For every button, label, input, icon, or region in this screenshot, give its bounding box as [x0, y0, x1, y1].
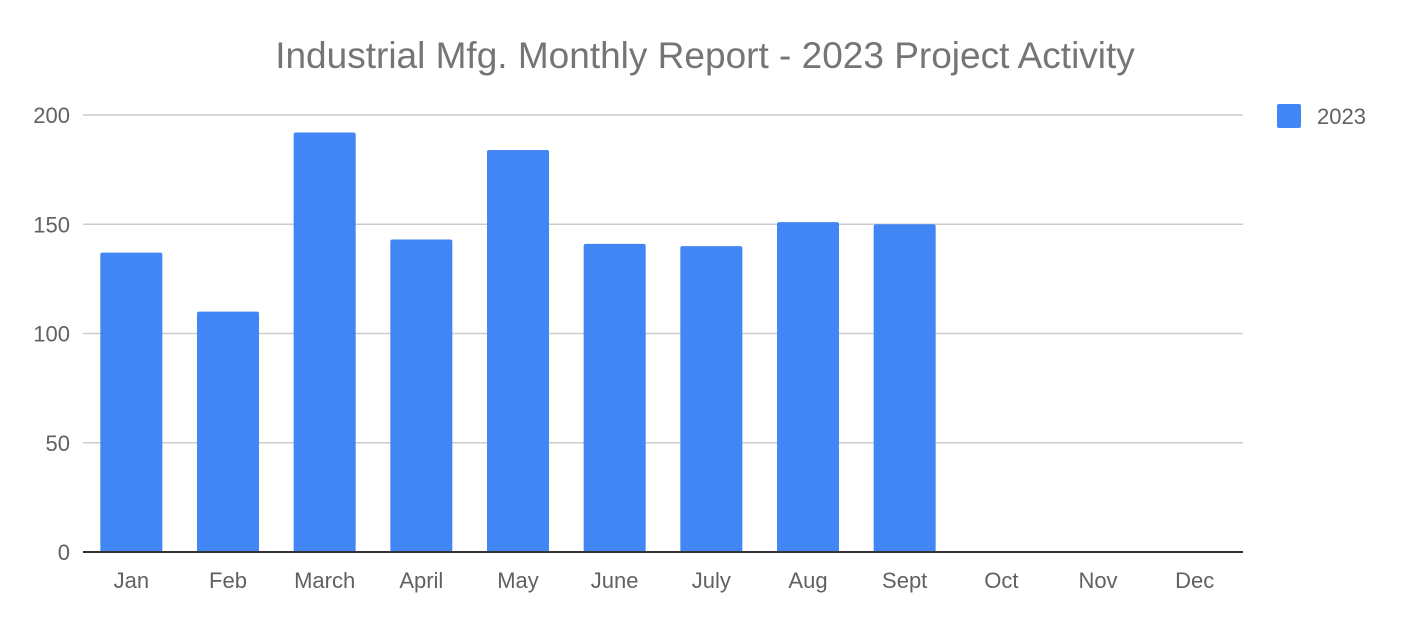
bar-april: [390, 239, 453, 553]
legend-label-2023: 2023: [1317, 104, 1366, 129]
x-tick-label-may: May: [497, 568, 539, 593]
bar-july: [680, 246, 743, 552]
y-axis-ticks: 0 50 100 150 200: [33, 103, 70, 565]
bar-june: [583, 243, 646, 553]
bar-march: [293, 132, 356, 553]
bar-may: [487, 149, 549, 552]
x-tick-label-jan: Jan: [114, 568, 149, 593]
bar-jan: [100, 252, 163, 552]
bar-feb: [197, 311, 259, 552]
bar-aug: [777, 222, 839, 552]
y-tick-label: 100: [33, 322, 70, 347]
gridlines: [83, 114, 1243, 444]
y-tick-label: 150: [33, 212, 70, 237]
x-axis-ticks: Jan Feb March April May June July Aug Sept Oct Nov…: [114, 568, 1215, 593]
x-tick-label-july: July: [692, 568, 731, 593]
y-tick-label: 0: [58, 540, 70, 565]
legend: 2023: [1277, 104, 1366, 129]
chart-title: Industrial Mfg. Monthly Report - 2023 Pr…: [275, 35, 1135, 76]
y-tick-label: 50: [46, 431, 70, 456]
x-tick-label-june: June: [591, 568, 639, 593]
x-tick-label-aug: Aug: [788, 568, 827, 593]
bars: [100, 132, 936, 553]
legend-swatch-2023: [1277, 104, 1301, 128]
x-tick-label-dec: Dec: [1175, 568, 1214, 593]
x-tick-label-march: March: [294, 568, 355, 593]
x-tick-label-sept: Sept: [882, 568, 927, 593]
x-tick-label-nov: Nov: [1078, 568, 1117, 593]
x-tick-label-feb: Feb: [209, 568, 247, 593]
x-tick-label-april: April: [399, 568, 443, 593]
x-tick-label-oct: Oct: [984, 568, 1018, 593]
y-tick-label: 200: [33, 103, 70, 128]
bar-sept: [873, 224, 936, 552]
